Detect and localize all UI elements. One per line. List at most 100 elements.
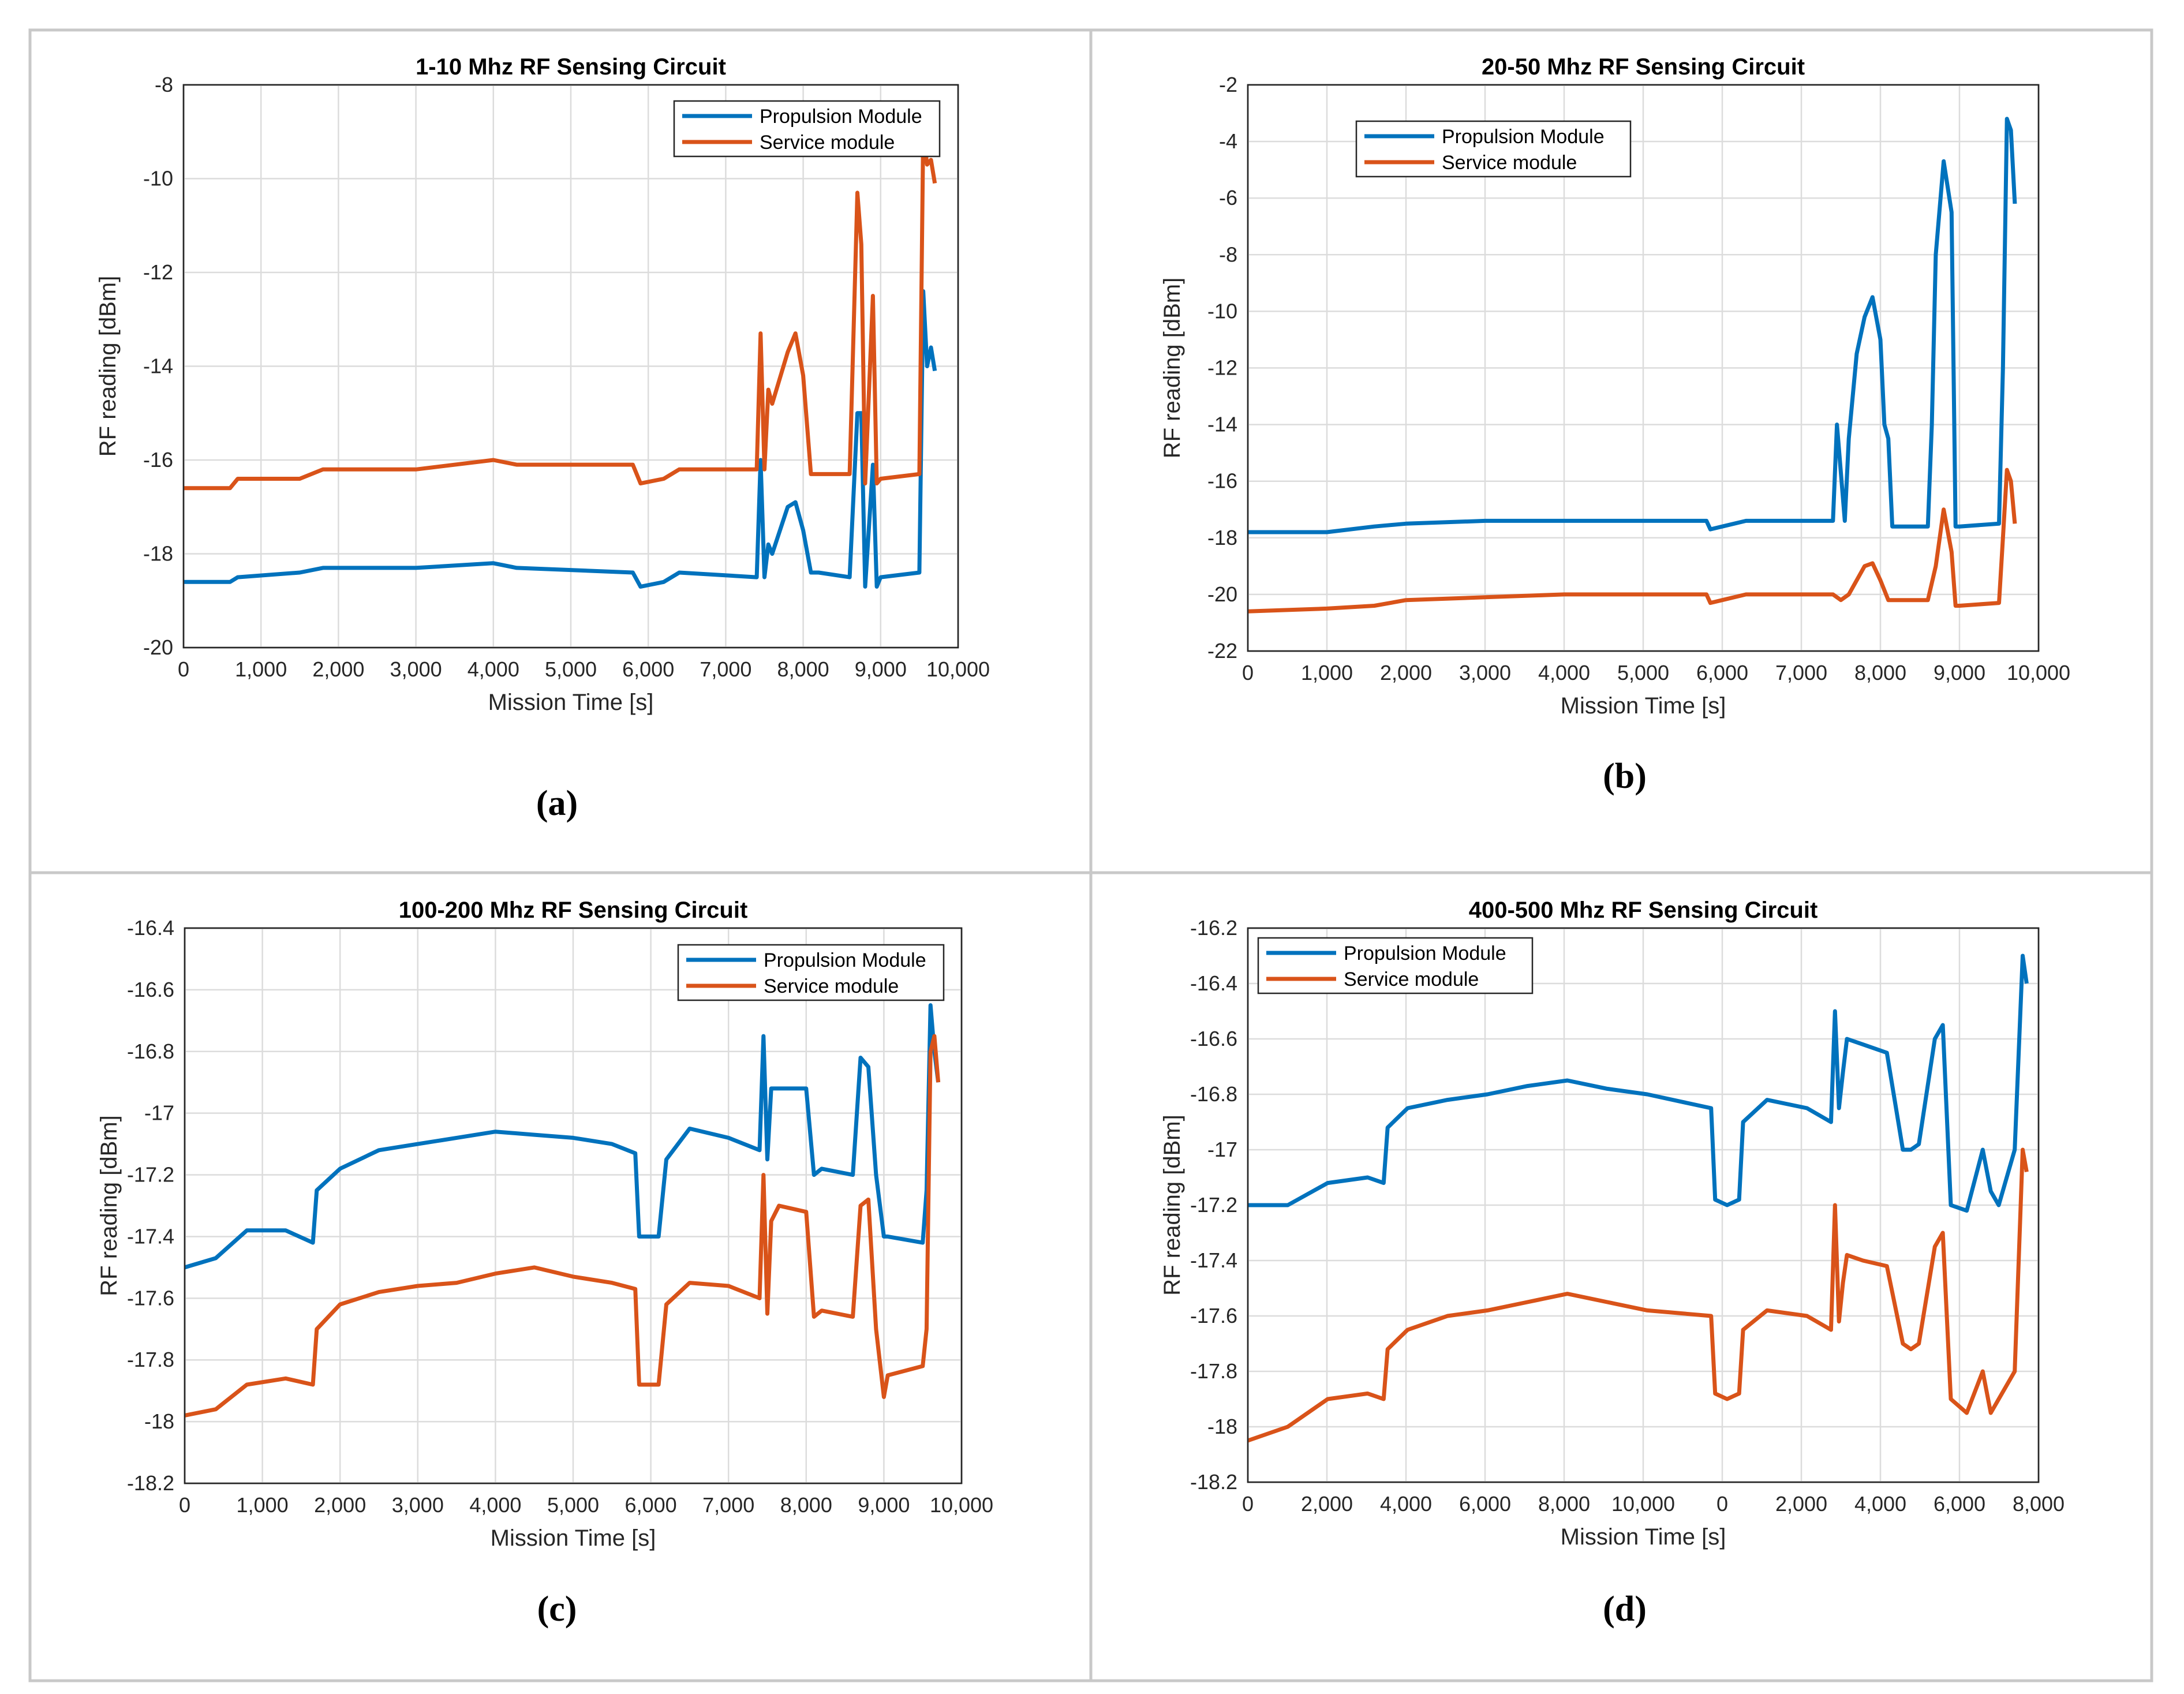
legend-label-propulsion: Propulsion Module — [760, 106, 922, 128]
y-tick-label: -16 — [1207, 469, 1237, 493]
x-tick-label: 5,000 — [545, 657, 597, 681]
series-line-service — [184, 1034, 941, 1418]
x-tick-label: 8,000 — [780, 1493, 832, 1517]
y-tick-label: -16.8 — [127, 1039, 174, 1063]
y-tick-label: -17 — [144, 1101, 174, 1125]
y-tick-label: -10 — [143, 167, 173, 190]
panels-group: 0 1,000 2,000 3,000 4,000 5,000 6,000 7,000 8,00… — [28, 28, 2153, 1682]
x-axis-label: Mission Time [s] — [1561, 1524, 1726, 1550]
chart-panel-4: 0 2,000 4,000 6,000 8,000 10,000 0 2,000 4,000 6,… — [1089, 871, 2153, 1682]
x-tick-label: 4,000 — [1538, 661, 1590, 685]
y-tick-label: -16.2 — [1190, 916, 1237, 940]
y-axis-label: RF reading [dBm] — [1160, 1115, 1185, 1295]
plot-frame — [182, 84, 959, 649]
x-tick-label: 4,000 — [469, 1493, 521, 1517]
y-tick-label: -17.8 — [127, 1348, 174, 1371]
x-tick-label: 10,000 — [2007, 661, 2070, 685]
x-tick-label: 6,000 — [1696, 661, 1748, 685]
y-tick-label: -12 — [143, 260, 173, 284]
legend-label-service: Service module — [1344, 968, 1479, 990]
panel-frame — [1089, 871, 2153, 1682]
panel-caption: (a) — [536, 784, 578, 823]
x-tick-label: 6,000 — [1459, 1492, 1511, 1516]
series-line-propulsion — [184, 289, 937, 589]
x-axis-label: Mission Time [s] — [1561, 693, 1726, 719]
x-tick-label: 2,000 — [314, 1493, 366, 1517]
y-tick-label: -17.2 — [127, 1163, 174, 1187]
x-tick-label: 6,000 — [622, 657, 674, 681]
y-tick-label: -17 — [1207, 1138, 1237, 1161]
chart-panel-1: 0 1,000 2,000 3,000 4,000 5,000 6,000 7,000 8,00… — [28, 28, 1093, 874]
x-tick-label: 3,000 — [392, 1493, 444, 1517]
legend-label-service: Service module — [1442, 152, 1577, 174]
legend-label-propulsion: Propulsion Module — [764, 949, 926, 971]
x-tick-label: 2,000 — [1380, 661, 1432, 685]
y-tick-label: -16 — [143, 448, 173, 472]
y-tick-label: -10 — [1207, 299, 1237, 323]
x-tick-label: 10,000 — [1611, 1492, 1675, 1516]
x-tick-label: 0 — [1242, 1492, 1254, 1516]
x-tick-label: 9,000 — [858, 1493, 910, 1517]
legend: Propulsion Module Service module — [1355, 120, 1632, 178]
x-tick-label: 9,000 — [855, 657, 907, 681]
y-tick-label: -18 — [1207, 1415, 1237, 1438]
chart-title: 400-500 Mhz RF Sensing Circuit — [1469, 898, 1818, 923]
y-tick-label: -8 — [1219, 242, 1237, 266]
y-tick-label: -20 — [143, 635, 173, 659]
x-axis-label: Mission Time [s] — [488, 690, 654, 715]
series-line-service — [1247, 468, 2017, 614]
y-axis-label: RF reading [dBm] — [1160, 278, 1185, 458]
x-tick-label: 5,000 — [1617, 661, 1669, 685]
chart-panel-3: 0 1,000 2,000 3,000 4,000 5,000 6,000 7,000 8,00… — [28, 871, 1093, 1682]
x-tick-label: 3,000 — [1459, 661, 1511, 685]
y-tick-label: -18.2 — [127, 1471, 174, 1495]
series-line-service — [1247, 1147, 2029, 1443]
y-tick-label: -18 — [144, 1409, 174, 1433]
legend-box — [677, 944, 945, 1001]
y-tick-label: -17.8 — [1190, 1359, 1237, 1383]
plot-frame — [184, 927, 963, 1484]
y-tick-label: -17.6 — [1190, 1304, 1237, 1327]
series-line-propulsion — [1248, 953, 2029, 1213]
y-tick-label: -14 — [1207, 413, 1237, 436]
plot-frame — [1247, 927, 2040, 1483]
legend: Propulsion Module Service module — [673, 100, 941, 158]
x-axis-label: Mission Time [s] — [491, 1525, 656, 1551]
x-tick-label: 8,000 — [1854, 661, 1906, 685]
x-tick-label: 1,000 — [235, 657, 287, 681]
y-tick-label: -16.6 — [1190, 1027, 1237, 1050]
legend-box — [1355, 120, 1632, 178]
series-line-propulsion — [184, 1003, 941, 1270]
series-line-service — [184, 129, 937, 491]
y-tick-label: -14 — [143, 354, 173, 378]
legend-box — [673, 100, 941, 158]
y-tick-label: -17.2 — [1190, 1193, 1237, 1217]
legend-label-propulsion: Propulsion Module — [1344, 943, 1506, 964]
x-tick-label: 6,000 — [1934, 1492, 1985, 1516]
y-tick-label: -16.4 — [1190, 971, 1237, 995]
legend: Propulsion Module Service module — [1257, 937, 1534, 994]
x-tick-label: 2,000 — [1301, 1492, 1353, 1516]
x-tick-label: 2,000 — [1775, 1492, 1827, 1516]
chart-title: 1-10 Mhz RF Sensing Circuit — [416, 54, 726, 80]
y-tick-label: -22 — [1207, 639, 1237, 663]
y-tick-label: -16.6 — [127, 978, 174, 1001]
chart-panel-2: 0 1,000 2,000 3,000 4,000 5,000 6,000 7,000 8,00… — [1089, 28, 2153, 874]
chart-title: 100-200 Mhz RF Sensing Circuit — [399, 898, 748, 923]
y-tick-label: -18 — [1207, 526, 1237, 549]
y-tick-label: -17.4 — [127, 1224, 174, 1248]
series-line-propulsion — [1248, 117, 2017, 534]
chart-title: 20-50 Mhz RF Sensing Circuit — [1482, 54, 1805, 80]
y-tick-label: -18.2 — [1190, 1470, 1237, 1494]
panel-caption: (c) — [537, 1590, 577, 1629]
legend-box — [1257, 937, 1534, 994]
legend: Propulsion Module Service module — [677, 944, 945, 1001]
x-tick-label: 8,000 — [1538, 1492, 1590, 1516]
x-tick-label: 3,000 — [390, 657, 442, 681]
y-tick-label: -18 — [143, 542, 173, 566]
x-tick-label: 7,000 — [1775, 661, 1827, 685]
x-tick-label: 4,000 — [468, 657, 519, 681]
x-tick-label: 5,000 — [547, 1493, 599, 1517]
y-tick-label: -4 — [1219, 129, 1237, 153]
x-tick-label: 1,000 — [1301, 661, 1353, 685]
